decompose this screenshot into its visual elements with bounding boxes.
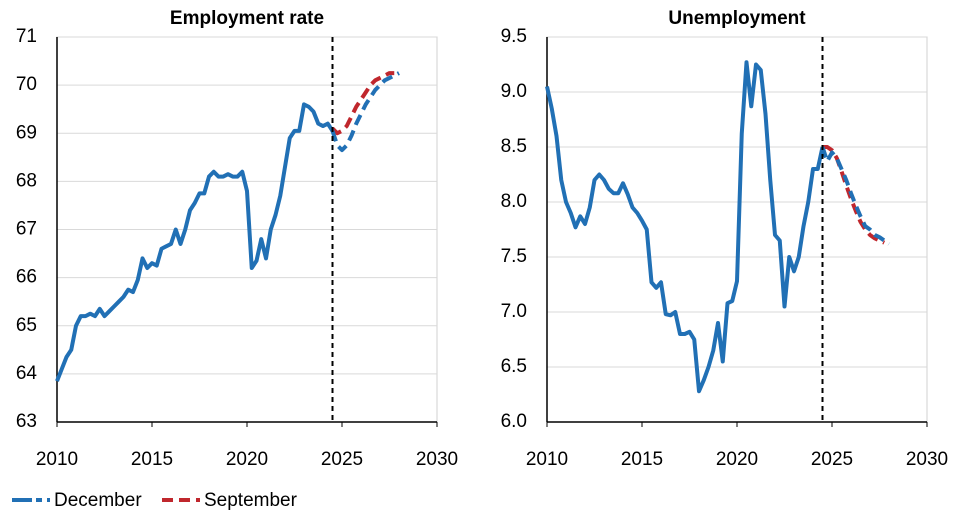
legend-label: December bbox=[54, 490, 142, 511]
y-tick-label: 7.0 bbox=[501, 301, 527, 322]
y-tick-label: 64 bbox=[16, 363, 38, 384]
y-tick-label: 6.5 bbox=[501, 356, 527, 377]
y-tick-label: 67 bbox=[16, 219, 37, 240]
forecast-line: September bbox=[822, 145, 886, 245]
chart-title: Unemployment bbox=[668, 8, 806, 29]
y-tick-label: 63 bbox=[16, 411, 37, 432]
x-tick-label: 2015 bbox=[131, 449, 173, 470]
y-tick-label: 65 bbox=[16, 315, 37, 336]
y-tick-label: 7.5 bbox=[501, 246, 527, 267]
y-tick-label: 8.5 bbox=[501, 136, 527, 157]
y-tick-label: 71 bbox=[16, 26, 37, 47]
y-tick-label: 68 bbox=[16, 170, 37, 191]
history-line: December bbox=[545, 60, 825, 394]
x-tick-label: 2010 bbox=[526, 449, 568, 470]
legend-label: September bbox=[204, 490, 298, 511]
history-line: December bbox=[55, 102, 335, 382]
forecast-line: December bbox=[820, 146, 891, 246]
x-tick-label: 2015 bbox=[621, 449, 663, 470]
x-tick-label: 2020 bbox=[716, 449, 758, 470]
forecast-line: September bbox=[331, 71, 395, 136]
y-tick-label: 9.5 bbox=[501, 26, 527, 47]
chart-title: Employment rate bbox=[170, 8, 324, 29]
x-tick-label: 2025 bbox=[321, 449, 363, 470]
x-tick-label: 2010 bbox=[36, 449, 78, 470]
y-tick-label: 66 bbox=[16, 267, 37, 288]
forecast-line: December bbox=[330, 71, 400, 153]
x-tick-label: 2030 bbox=[416, 449, 458, 470]
y-tick-label: 69 bbox=[16, 122, 37, 143]
x-tick-label: 2020 bbox=[226, 449, 268, 470]
y-tick-label: 8.0 bbox=[501, 191, 527, 212]
y-tick-label: 6.0 bbox=[501, 411, 527, 432]
y-tick-label: 70 bbox=[16, 74, 37, 95]
x-tick-label: 2025 bbox=[811, 449, 853, 470]
y-tick-label: 9.0 bbox=[501, 81, 527, 102]
x-tick-label: 2030 bbox=[906, 449, 948, 470]
